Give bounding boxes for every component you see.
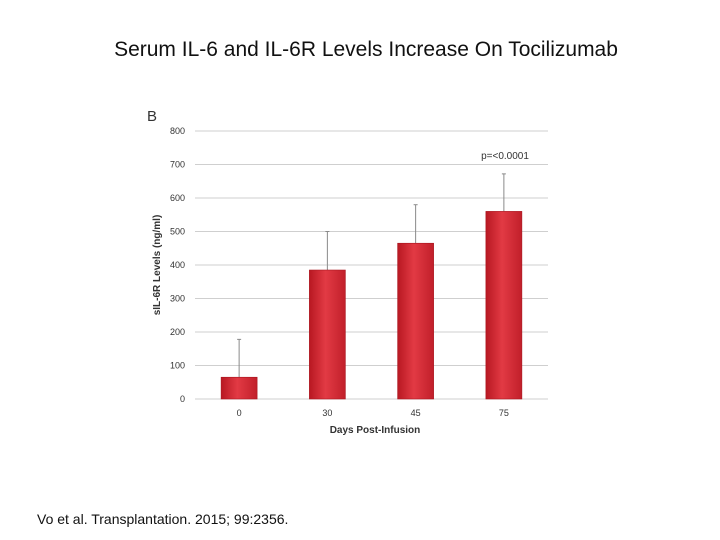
bar bbox=[309, 269, 346, 400]
y-tick-label: 400 bbox=[170, 260, 185, 270]
x-axis-title: Days Post-Infusion bbox=[330, 425, 421, 436]
x-tick-label: 30 bbox=[322, 408, 332, 418]
y-tick-label: 200 bbox=[170, 327, 185, 337]
x-tick-label: 75 bbox=[499, 408, 509, 418]
y-axis-title: sIL-6R Levels (ng/ml) bbox=[152, 215, 163, 316]
x-tick-label: 45 bbox=[411, 408, 421, 418]
y-tick-labels: 0 100 200 300 400 500 600 700 800 bbox=[170, 126, 185, 404]
bars bbox=[220, 211, 523, 400]
y-tick-label: 500 bbox=[170, 227, 185, 237]
y-tick-label: 600 bbox=[170, 193, 185, 203]
y-tick-label: 800 bbox=[170, 126, 185, 136]
bar bbox=[397, 242, 434, 400]
slide-title: Serum IL-6 and IL-6R Levels Increase On … bbox=[114, 38, 618, 61]
x-tick-labels: 0 30 45 75 bbox=[237, 408, 509, 418]
y-tick-label: 0 bbox=[180, 394, 185, 404]
p-value-annotation: p=<0.0001 bbox=[481, 151, 529, 162]
bar bbox=[485, 211, 523, 400]
panel-label: B bbox=[147, 108, 157, 125]
bar bbox=[220, 376, 258, 400]
y-tick-label: 700 bbox=[170, 160, 185, 170]
error-bars bbox=[237, 173, 506, 378]
x-tick-label: 0 bbox=[237, 408, 242, 418]
citation: Vo et al. Transplantation. 2015; 99:2356… bbox=[37, 511, 288, 527]
citation-authors: Vo et al. bbox=[37, 511, 88, 527]
y-tick-label: 300 bbox=[170, 294, 185, 304]
citation-source: Transplantation. 2015; 99:2356. bbox=[91, 511, 289, 527]
y-tick-label: 100 bbox=[170, 361, 185, 371]
